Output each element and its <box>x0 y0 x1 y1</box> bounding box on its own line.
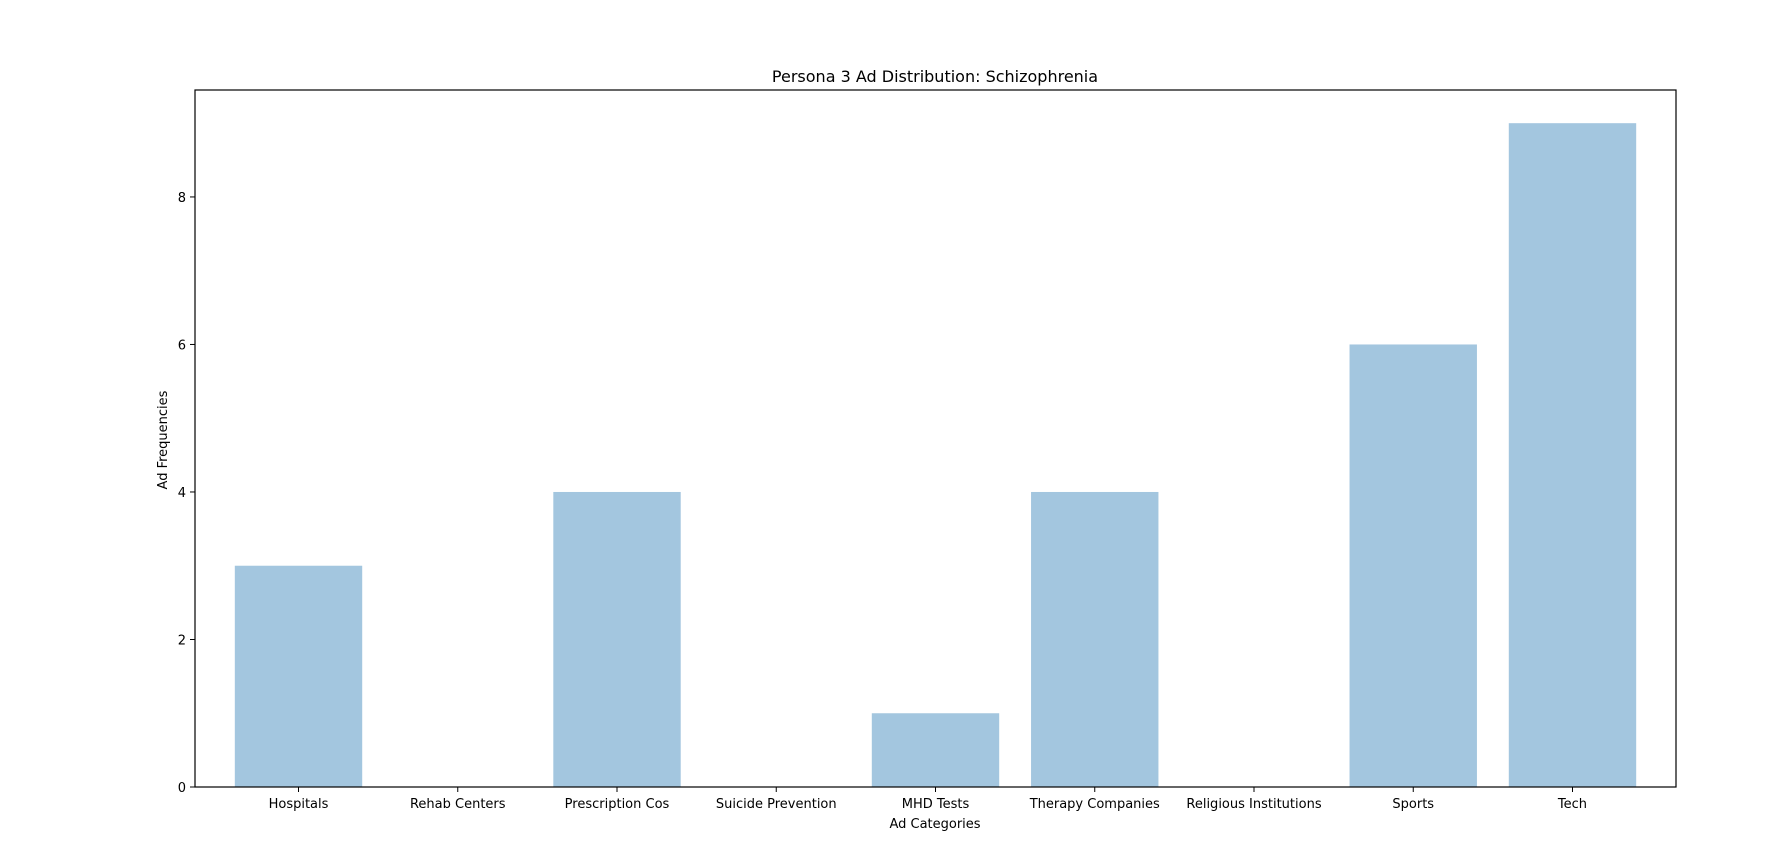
x-tick-label: Therapy Companies <box>1029 797 1160 812</box>
y-axis-title: Ad Frequencies <box>156 390 171 489</box>
y-axis: 0 2 4 6 8 <box>178 191 195 796</box>
bar-sports <box>1349 344 1477 787</box>
bar-mhd-tests <box>871 713 1000 787</box>
bar-prescription-cos <box>553 491 681 787</box>
x-tick-label: Prescription Cos <box>565 797 670 812</box>
bars-layer <box>234 123 1637 787</box>
x-tick-label: Hospitals <box>269 797 329 812</box>
y-tick-label: 4 <box>178 486 186 501</box>
chart-title: Persona 3 Ad Distribution: Schizophrenia <box>772 67 1098 86</box>
x-axis: Hospitals Rehab Centers Prescription Cos Su… <box>269 787 1587 812</box>
y-tick-label: 0 <box>178 781 186 796</box>
x-tick-label: MHD Tests <box>902 797 970 812</box>
x-tick-label: Religious Institutions <box>1186 797 1321 812</box>
bar-therapy-companies <box>1031 491 1159 787</box>
x-tick-label: Rehab Centers <box>410 797 506 812</box>
bar-hospitals <box>234 565 363 787</box>
x-axis-title: Ad Categories <box>889 817 980 832</box>
y-tick-label: 2 <box>178 633 186 648</box>
plot-frame <box>194 89 1677 788</box>
x-tick-label: Suicide Prevention <box>716 797 837 812</box>
bar-tech <box>1508 123 1637 787</box>
x-tick-label: Tech <box>1557 797 1587 812</box>
y-tick-label: 8 <box>178 191 186 206</box>
x-tick-label: Sports <box>1392 797 1434 812</box>
y-tick-label: 6 <box>178 338 186 353</box>
